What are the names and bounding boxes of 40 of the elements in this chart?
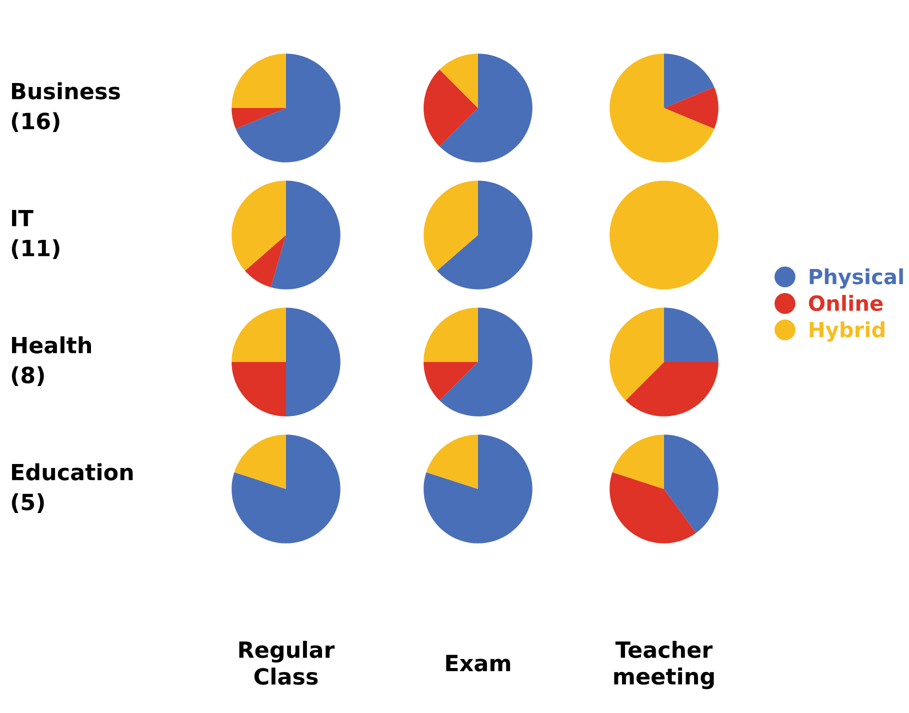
pie-slice — [286, 308, 340, 416]
pie-slice — [610, 308, 664, 400]
pie-slice — [424, 434, 532, 544]
pie-slice — [424, 308, 478, 362]
pie-slice — [440, 54, 532, 162]
pie-slice — [440, 54, 478, 108]
pie-slice — [232, 434, 340, 544]
pie-slice — [270, 180, 340, 290]
text: Regular Class — [239, 640, 335, 685]
pie-slice — [424, 362, 478, 400]
pie-slice — [440, 308, 532, 416]
pie-slice — [232, 54, 286, 108]
legend-label: Hybrid — [810, 321, 884, 342]
pie-slice — [664, 54, 714, 108]
text: Teacher meeting — [614, 640, 714, 690]
pie-slice — [232, 308, 286, 362]
pie-slice — [244, 235, 286, 288]
legend-label: Physical — [810, 268, 903, 289]
pie-slice — [664, 87, 718, 129]
pie-slice — [232, 108, 286, 129]
pie-slice — [612, 434, 664, 489]
text: IT (11) — [12, 210, 60, 260]
text: Exam — [446, 654, 510, 672]
pie-slice — [234, 434, 286, 489]
pie-slice — [610, 472, 696, 544]
pie-slice — [664, 434, 718, 534]
pie-slice — [436, 180, 532, 290]
text: Health (8) — [12, 336, 91, 386]
text: Education (5) — [12, 463, 133, 514]
pie-slice — [664, 308, 718, 362]
pie-slice — [232, 180, 286, 271]
pie-slice — [626, 362, 718, 416]
pie-slice — [236, 54, 340, 162]
pie-slice — [424, 70, 478, 146]
legend-label: Online — [808, 294, 883, 312]
text: Business (16) — [12, 82, 120, 132]
pie-slice — [424, 180, 478, 271]
pie-slice — [426, 434, 478, 489]
pie-slice — [610, 54, 714, 162]
pie-slice — [232, 362, 286, 416]
